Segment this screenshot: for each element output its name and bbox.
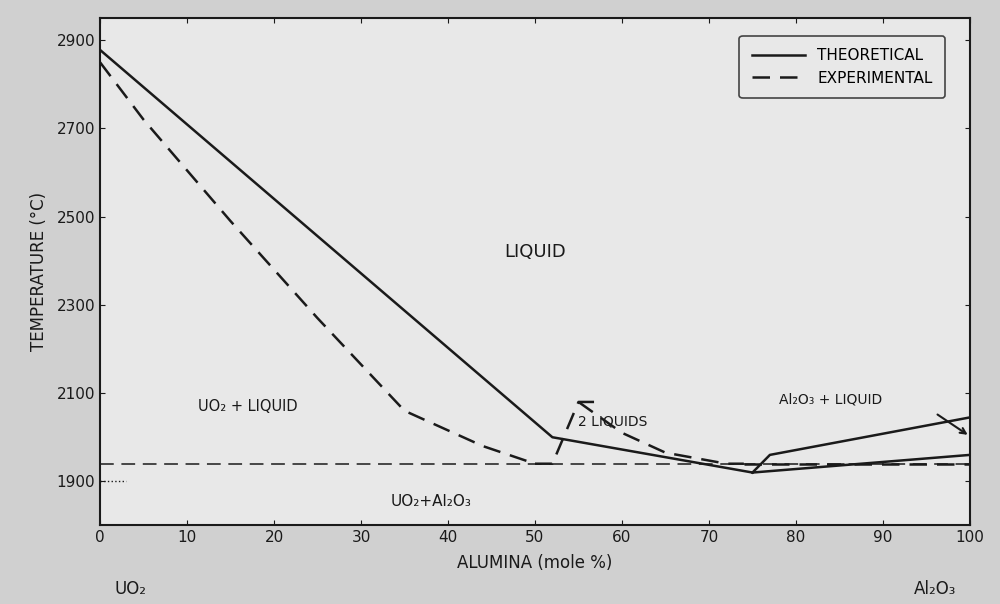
Y-axis label: TEMPERATURE (°C): TEMPERATURE (°C) (30, 192, 48, 352)
Text: UO₂ + LIQUID: UO₂ + LIQUID (198, 399, 298, 414)
X-axis label: ALUMINA (mole %): ALUMINA (mole %) (457, 554, 613, 571)
Text: UO₂+Al₂O₃: UO₂+Al₂O₃ (390, 493, 471, 509)
Text: UO₂: UO₂ (114, 580, 146, 598)
Text: Al₂O₃ + LIQUID: Al₂O₃ + LIQUID (779, 393, 882, 406)
Text: LIQUID: LIQUID (504, 243, 566, 261)
Text: Al₂O₃: Al₂O₃ (914, 580, 956, 598)
Text: 2 LIQUIDS: 2 LIQUIDS (578, 415, 648, 429)
Legend: THEORETICAL, EXPERIMENTAL: THEORETICAL, EXPERIMENTAL (739, 36, 945, 98)
